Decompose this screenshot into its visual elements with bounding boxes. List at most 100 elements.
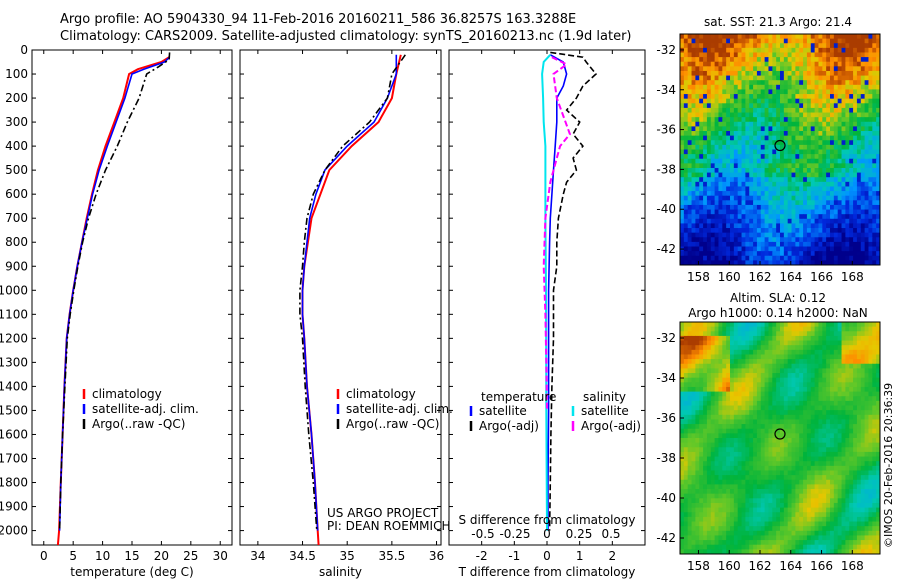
sla-map-cell: [860, 335, 866, 342]
sst-map-cell: [787, 209, 793, 215]
sst-map-cell: [745, 61, 750, 67]
sst-map-cell: [772, 255, 777, 261]
sst-map-cell: [791, 195, 796, 201]
sst-map-cell: [687, 34, 693, 40]
sst-map-cell: [760, 89, 766, 95]
sla-map-cell: [776, 447, 781, 453]
sla-map-cell: [760, 335, 766, 342]
sst-map-cell: [864, 246, 869, 252]
sla-map-cell: [864, 400, 869, 407]
sla-map-cell: [687, 359, 693, 365]
sla-map-cell: [718, 414, 723, 420]
sst-map-cell: [683, 52, 689, 58]
sla-map-cell: [726, 345, 731, 351]
sla-map-cell: [695, 410, 700, 416]
sla-map-cell: [872, 368, 877, 374]
sst-map-cell: [864, 158, 869, 164]
sst-map-cell: [683, 255, 689, 261]
sst-map-cell: [806, 154, 812, 160]
sst-map-cell: [853, 260, 858, 266]
sla-map-cell: [799, 354, 804, 360]
sla-map-cell: [680, 386, 685, 393]
sla-map-cell: [710, 461, 716, 467]
sst-map-cell: [860, 61, 866, 67]
sst-map-cell: [691, 126, 696, 132]
sla-map-cell: [826, 400, 831, 407]
sla-map-cell: [810, 354, 816, 360]
sst-map-cell: [822, 126, 827, 132]
sst-map-cell: [787, 75, 793, 81]
sst-map-cell: [864, 89, 869, 95]
sla-map-cell: [680, 479, 685, 485]
sst-map-cell: [818, 228, 823, 234]
sst-map-cell: [745, 200, 750, 206]
sla-map-cell: [822, 354, 827, 360]
sst-map-cell: [741, 167, 746, 174]
sla-map-cell: [745, 405, 750, 411]
sla-map-cell: [733, 475, 739, 481]
sst-map-cell: [833, 38, 839, 44]
sst-map-cell: [749, 131, 754, 137]
sst-map-cell: [741, 75, 746, 81]
sla-map-cell: [780, 377, 785, 383]
sst-map-cell: [756, 121, 762, 127]
sst-map-cell: [687, 61, 693, 67]
sla-map-cell: [722, 400, 727, 407]
sla-map-cell: [868, 470, 873, 476]
sla-map-cell: [683, 345, 689, 351]
sla-map-cell: [764, 326, 769, 332]
sst-map-cell: [722, 140, 727, 146]
sla-map-cell: [710, 470, 716, 476]
sla-map-cell: [703, 345, 708, 351]
sla-map-cell: [695, 349, 700, 355]
sla-map-cell: [849, 391, 854, 397]
sla-map-cell: [856, 340, 862, 346]
sla-map-cell: [845, 322, 850, 328]
sla-map-cell: [814, 424, 819, 430]
sst-map-cell: [791, 228, 796, 234]
sst-map-cell: [745, 223, 750, 229]
sst-map-cell: [764, 103, 769, 109]
sst-map-cell: [780, 103, 785, 109]
sst-map-cell: [764, 214, 769, 220]
sla-map-cell: [687, 465, 693, 471]
sst-map-cell: [722, 121, 727, 127]
sst-map-cell: [803, 75, 808, 81]
sst-map-cell: [737, 237, 743, 243]
sst-map-cell: [733, 195, 739, 201]
sla-map-cell: [787, 326, 793, 332]
sst-map-cell: [853, 163, 858, 169]
sst-map-cell: [706, 98, 712, 104]
depth-tick-label: 800: [5, 235, 28, 249]
sla-map-cell: [714, 493, 719, 499]
sst-map-cell: [818, 154, 823, 160]
sst-map-cell: [803, 117, 808, 123]
sst-map-cell: [799, 80, 804, 86]
sla-map-cell: [699, 512, 704, 518]
sla-map-cell: [841, 345, 846, 351]
sst-map-cell: [722, 47, 727, 53]
sla-map-cell: [776, 410, 781, 416]
sla-map-cell: [806, 433, 812, 439]
sst-map-cell: [699, 112, 704, 118]
sst-map-cell: [806, 255, 812, 261]
sla-map-cell: [733, 479, 739, 485]
sla-map-cell: [810, 428, 816, 434]
sst-map-cell: [714, 246, 719, 252]
sst-map-cell: [853, 223, 858, 229]
sst-map-cell: [853, 228, 858, 234]
sla-map-cell: [741, 410, 746, 416]
sla-map-cell: [753, 498, 758, 504]
sla-map-cell: [776, 382, 781, 388]
sla-map-cell: [776, 326, 781, 332]
sla-map-cell: [780, 475, 785, 481]
sst-map-cell: [787, 200, 793, 206]
sla-map-cell: [703, 484, 708, 490]
sst-map-cell: [706, 260, 712, 266]
sst-map-cell: [756, 66, 762, 72]
sla-map-cell: [791, 428, 796, 434]
sla-map-cell: [876, 447, 881, 453]
sst-map-cell: [741, 237, 746, 243]
sst-map-cell: [856, 121, 862, 127]
sst-map-cell: [845, 251, 850, 257]
